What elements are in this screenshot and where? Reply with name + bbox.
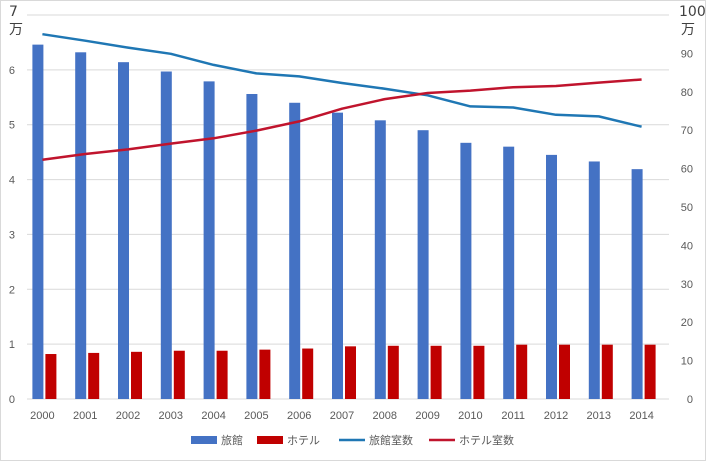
hotel-bar [345, 346, 356, 399]
hotel-bar [45, 354, 57, 399]
x-tick-label: 2012 [544, 410, 568, 422]
hotel-bar [644, 344, 656, 399]
x-tick-label: 2011 [501, 410, 525, 422]
hotel-bar [601, 344, 613, 399]
left-tick-label: 4 [9, 175, 15, 187]
hotel-bar [131, 351, 142, 399]
ryokan-bar [588, 161, 600, 399]
right-tick-label: 60 [681, 164, 693, 176]
left-tick-label: 6 [9, 65, 15, 77]
x-tick-label: 2013 [587, 410, 611, 422]
axes: 7 万 100 万 012345601020304050607080902000… [9, 4, 705, 422]
ryokan-bar [417, 130, 429, 399]
legend-label: ホテル [287, 434, 320, 447]
gridlines [27, 14, 669, 400]
legend: 旅館 ホテル 旅館室数 ホテル室数 [191, 433, 514, 447]
ryokan-bar [460, 142, 472, 399]
x-tick-label: 2014 [629, 410, 653, 422]
hotel-rooms-line [42, 78, 642, 162]
x-tick-label: 2004 [201, 410, 225, 422]
ryokan-bar [374, 120, 386, 399]
left-tick-label: 0 [9, 394, 15, 406]
lines [42, 32, 642, 162]
left-tick-label: 2 [9, 284, 15, 296]
right-unit-label: 万 [681, 22, 695, 38]
left-tick-label: 3 [9, 229, 15, 241]
x-tick-label: 2009 [415, 410, 439, 422]
x-tick-label: 2010 [458, 410, 482, 422]
right-tick-label: 20 [681, 317, 693, 329]
hotel-bar [516, 344, 528, 399]
right-tick-label: 30 [681, 279, 693, 291]
hotel-bar [216, 350, 228, 399]
ryokan-bar [503, 146, 515, 399]
left-unit-label: 万 [9, 22, 23, 38]
legend-swatch [257, 436, 283, 444]
left-unit-top: 7 [9, 4, 18, 20]
x-tick-label: 2007 [330, 410, 354, 422]
hotel-bar [387, 345, 399, 399]
ryokan-rooms-line [42, 32, 642, 128]
ryokan-bar [203, 81, 215, 400]
legend-swatch [191, 436, 217, 444]
hotel-bar [259, 349, 271, 399]
ryokan-bar [332, 112, 343, 399]
legend-label: 旅館室数 [369, 433, 413, 447]
x-tick-label: 2001 [73, 410, 97, 422]
ryokan-bar [75, 52, 87, 399]
x-tick-label: 2008 [373, 410, 397, 422]
x-tick-label: 2000 [30, 410, 54, 422]
hotel-bar [559, 344, 570, 399]
x-tick-label: 2003 [159, 410, 183, 422]
right-tick-label: 70 [681, 125, 693, 137]
hotel-bar [430, 345, 442, 399]
ryokan-bar [246, 93, 258, 399]
left-tick-label: 1 [9, 339, 15, 351]
right-tick-label: 50 [681, 202, 693, 214]
right-tick-label: 80 [681, 87, 693, 99]
ryokan-bar [546, 154, 557, 399]
ryokan-bar [32, 44, 44, 399]
hotel-bar [302, 348, 314, 399]
ryokan-bar [631, 169, 643, 399]
right-tick-label: 40 [681, 240, 693, 252]
x-tick-label: 2002 [116, 410, 140, 422]
hotel-bar [473, 345, 485, 399]
right-tick-label: 10 [681, 356, 693, 368]
hotel-bar [88, 352, 100, 399]
legend-label: 旅館 [221, 433, 243, 447]
x-tick-label: 2006 [287, 410, 311, 422]
hotel-bar [173, 350, 185, 399]
legend-label: ホテル室数 [459, 433, 514, 447]
left-tick-label: 5 [9, 120, 15, 132]
x-tick-label: 2005 [244, 410, 268, 422]
right-tick-label: 0 [687, 394, 693, 406]
bars [32, 44, 656, 400]
ryokan-bar [160, 71, 172, 399]
ryokan-bar [289, 102, 301, 400]
right-tick-label: 90 [681, 48, 693, 60]
right-unit-top: 100 [679, 4, 705, 20]
ryokan-bar [118, 62, 129, 399]
